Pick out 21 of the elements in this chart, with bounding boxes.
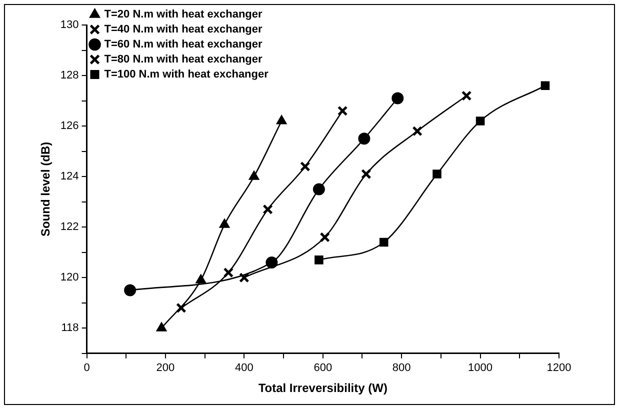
y-tick-label: 120 <box>60 272 79 284</box>
y-tick-label: 122 <box>60 221 79 234</box>
legend-label: T=60 N.m with heat exchanger <box>104 38 263 51</box>
x-tick-label: 1200 <box>546 362 572 374</box>
x-tick-label: 800 <box>392 362 411 374</box>
y-tick-label: 130 <box>60 19 79 32</box>
legend-label: T=40 N.m with heat exchanger <box>104 24 263 36</box>
x-tick-label: 400 <box>234 362 254 374</box>
y-axis-title: Sound level (dB) <box>38 142 53 237</box>
y-tick-label: 126 <box>60 120 79 132</box>
legend-label: T=80 N.m with heat exchanger <box>104 54 263 66</box>
x-tick-label: 1000 <box>468 362 493 374</box>
y-tick-label: 118 <box>61 322 79 334</box>
legend-label: T=100 N.m with heat exchanger <box>104 68 270 81</box>
legend-label: T=20 N.m with heat exchanger <box>104 8 263 21</box>
x-tick-label: 600 <box>314 362 332 374</box>
x-tick-label: 200 <box>156 362 175 374</box>
x-axis-title: Total Irreversibility (W) <box>258 381 388 396</box>
y-tick-label: 124 <box>60 170 79 183</box>
y-tick-label: 128 <box>60 70 79 82</box>
x-tick-label: 0 <box>84 362 90 374</box>
